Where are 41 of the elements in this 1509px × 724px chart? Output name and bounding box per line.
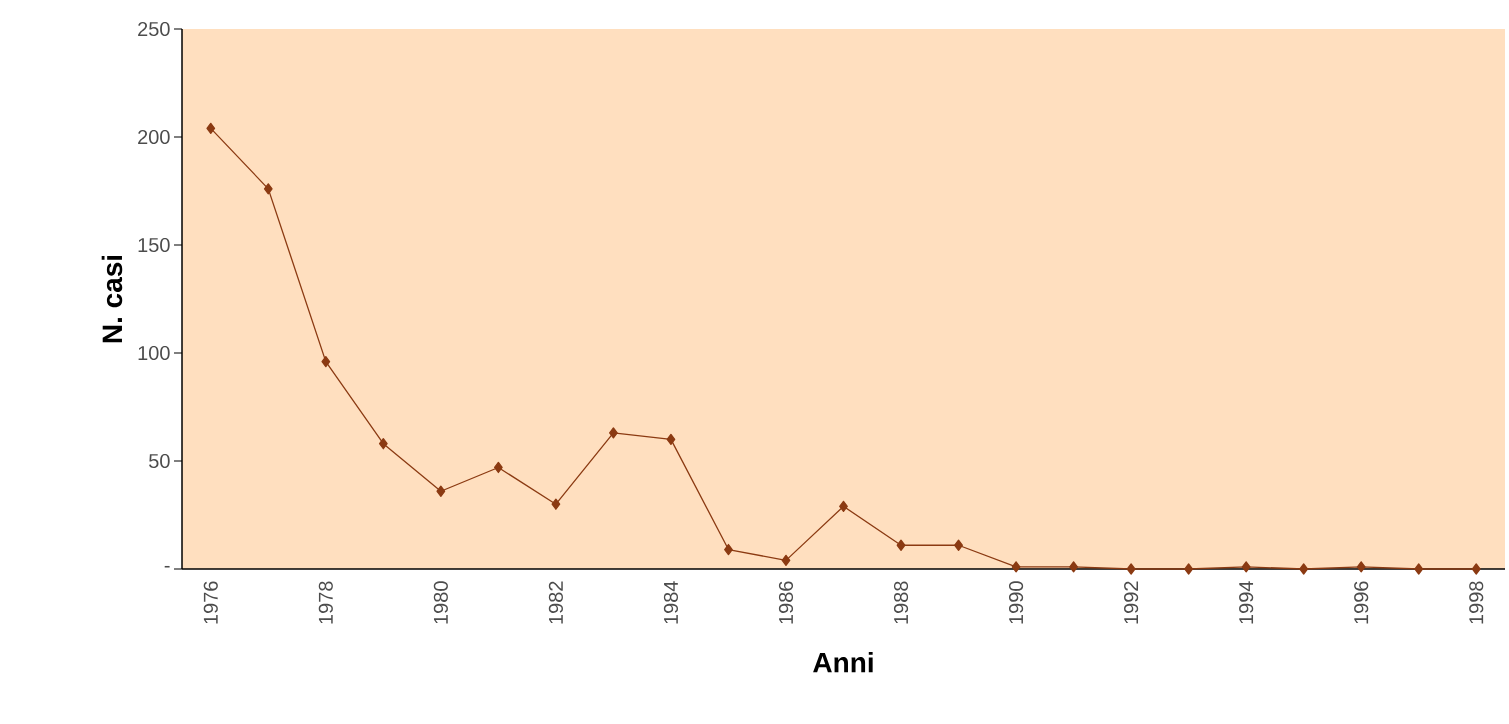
x-tick-label: 1986	[778, 581, 794, 624]
x-tick-label: 1978	[318, 581, 333, 624]
point	[1184, 563, 1194, 575]
x-tick-label: 1998	[1469, 581, 1484, 624]
point	[1356, 561, 1366, 573]
x-tick-label: 1990	[1008, 581, 1024, 624]
x-tick-label: 1982	[548, 581, 563, 624]
point	[1126, 563, 1136, 575]
point	[1471, 563, 1481, 575]
y-tick-label: 150	[138, 237, 170, 253]
x-tick-label: 1984	[663, 581, 679, 624]
x-tick-label: 1992	[1124, 581, 1139, 624]
y-tick-label: 250	[138, 21, 170, 37]
x-axis-title: Anni	[813, 651, 873, 673]
y-tick-label: 100	[138, 345, 170, 361]
y-tick-label: 50	[149, 453, 170, 469]
point	[263, 183, 273, 195]
point	[666, 433, 676, 446]
point	[436, 485, 446, 497]
point	[896, 539, 906, 551]
point	[321, 355, 331, 368]
point	[1069, 561, 1078, 573]
x-tick-label: 1976	[203, 581, 218, 624]
point	[609, 427, 618, 439]
point	[1011, 561, 1021, 573]
point	[551, 498, 561, 510]
point	[378, 438, 388, 450]
point	[493, 461, 503, 474]
point	[206, 122, 216, 135]
y-tick-label: -	[164, 565, 170, 568]
y-tick-label: 200	[138, 129, 170, 145]
point	[781, 554, 791, 567]
point	[1241, 561, 1251, 573]
x-tick-label: 1988	[893, 581, 909, 624]
x-tick-label: 1996	[1354, 581, 1369, 624]
point	[1299, 563, 1309, 575]
point	[954, 539, 963, 551]
x-tick-label: 1980	[433, 581, 448, 624]
y-axis-title: N. casi	[101, 255, 123, 343]
x-tick-label: 1994	[1239, 581, 1254, 624]
point	[1414, 563, 1424, 575]
